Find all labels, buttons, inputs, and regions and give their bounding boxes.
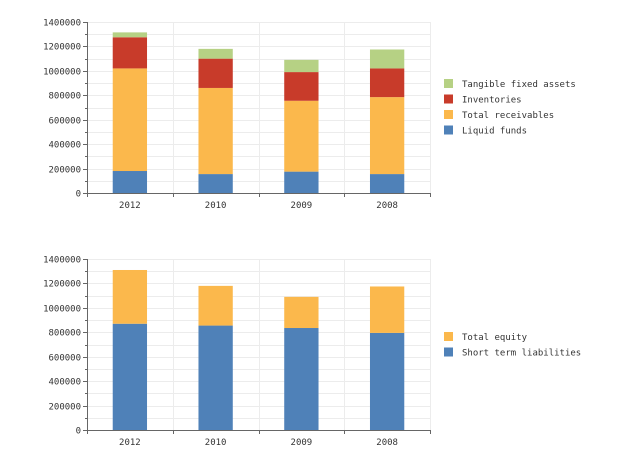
legend-label-total-receivables: Total receivables (462, 111, 554, 121)
bar-2012-total-equity (112, 269, 148, 324)
bar-2010-short-term-liabilities (198, 325, 233, 430)
bar-2012-tangible-fixed-assets (112, 32, 148, 38)
bar-2012-total-receivables (112, 68, 148, 172)
legend-swatch-liquid-funds (444, 125, 453, 135)
x-tick-label: 2008 (376, 201, 398, 211)
bar-2010-inventories (198, 58, 233, 88)
bar-2010-total-equity (198, 285, 233, 326)
legend-swatch-total-receivables (444, 110, 453, 119)
bar-2009-short-term-liabilities (284, 328, 319, 430)
legend-label-short-term-liabilities: Short term liabilities (462, 349, 581, 359)
bar-2012-short-term-liabilities (112, 323, 148, 430)
bar-2012-liquid-funds (112, 171, 148, 193)
bar-2010-tangible-fixed-assets (198, 48, 233, 59)
legend-label-liquid-funds: Liquid funds (462, 127, 527, 137)
y-tick-label: 1400000 (43, 256, 81, 266)
y-tick-label: 800000 (48, 92, 81, 102)
bar-2010-liquid-funds (198, 174, 233, 193)
y-tick-label: 200000 (48, 403, 81, 413)
y-tick-label: 0 (76, 190, 81, 200)
legend-swatch-tangible-fixed-assets (444, 79, 453, 88)
x-tick-label: 2012 (119, 201, 141, 211)
bar-2009-inventories (284, 72, 319, 101)
legend-label-tangible-fixed-assets: Tangible fixed assets (462, 80, 576, 90)
chart-1: 0 200000 400000 600000 800000 1000000 1200000 1… (43, 19, 576, 212)
chart-2: 0 200000 400000 600000 800000 1000000 1200000 1… (43, 256, 581, 449)
x-tick-label: 2009 (291, 201, 313, 211)
y-tick-label: 0 (76, 427, 81, 437)
y-tick-label: 600000 (48, 354, 81, 364)
bar-2009-tangible-fixed-assets (284, 59, 319, 73)
legend-swatch-total-equity (444, 332, 453, 341)
bar-2009-liquid-funds (284, 171, 319, 193)
bar-2010-total-receivables (198, 87, 233, 175)
bar-2008-tangible-fixed-assets (369, 49, 405, 69)
bar-2008-total-equity (369, 286, 405, 333)
y-tick-label: 800000 (48, 329, 81, 339)
x-tick-label: 2008 (376, 438, 398, 448)
legend-label-inventories: Inventories (462, 96, 522, 106)
legend-swatch-short-term-liabilities (444, 347, 453, 357)
x-tick-label: 2012 (119, 438, 141, 448)
bar-2008-liquid-funds (369, 174, 405, 193)
bar-2009-total-equity (284, 296, 319, 329)
y-tick-label: 400000 (48, 378, 81, 388)
y-tick-label: 1000000 (43, 68, 81, 78)
x-tick-label: 2009 (291, 438, 313, 448)
legend-swatch-inventories (444, 94, 453, 104)
y-tick-label: 1000000 (43, 305, 81, 315)
bar-2008-inventories (369, 68, 405, 98)
legend-label-total-equity: Total equity (462, 333, 528, 343)
bar-2008-short-term-liabilities (369, 332, 405, 430)
y-tick-label: 1200000 (43, 43, 81, 53)
y-tick-label: 200000 (48, 166, 81, 176)
bar-2009-total-receivables (284, 100, 319, 172)
bar-2012-inventories (112, 37, 148, 69)
x-tick-label: 2010 (205, 438, 227, 448)
x-tick-label: 2010 (205, 201, 227, 211)
y-tick-label: 1200000 (43, 280, 81, 290)
y-tick-label: 400000 (48, 141, 81, 151)
y-tick-label: 1400000 (43, 19, 81, 29)
bar-2008-total-receivables (369, 97, 405, 175)
y-tick-label: 600000 (48, 117, 81, 127)
